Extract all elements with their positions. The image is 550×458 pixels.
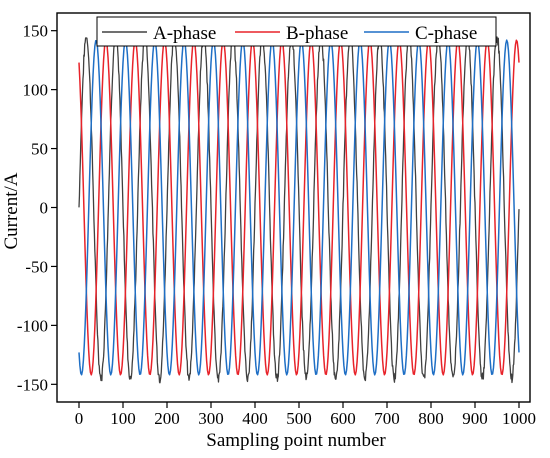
- x-tick-label: 300: [198, 409, 224, 428]
- series-line-a-phase: [78, 31, 520, 384]
- series-line-b-phase: [78, 39, 520, 376]
- legend-label-c-phase: C-phase: [415, 23, 477, 44]
- x-tick-label: 0: [75, 409, 84, 428]
- y-tick-label: -50: [25, 257, 48, 276]
- x-tick-label: 500: [286, 409, 312, 428]
- y-axis-title: Current/A: [1, 172, 22, 249]
- x-tick-label: 400: [242, 409, 268, 428]
- legend-label-a-phase: A-phase: [153, 23, 216, 44]
- x-tick-label: 900: [462, 409, 488, 428]
- x-tick-label: 700: [374, 409, 400, 428]
- y-tick-label: -150: [17, 375, 48, 394]
- x-tick-label: 600: [330, 409, 356, 428]
- legend-box: [96, 16, 497, 47]
- x-tick-label: 200: [154, 409, 180, 428]
- y-tick-label: 0: [40, 199, 49, 218]
- series-line-c-phase: [78, 39, 520, 376]
- y-tick-label: -100: [17, 316, 48, 335]
- y-tick-label: 100: [23, 81, 49, 100]
- y-tick-label: 150: [23, 22, 49, 41]
- series-layer: [78, 31, 520, 384]
- axis-layer: 0 100 200 300 400 500 600 700 800 900 1000-150-100…: [17, 22, 536, 428]
- x-axis-title: Sampling point number: [206, 430, 386, 451]
- y-tick-label: 50: [31, 140, 48, 159]
- legend: A-phase B-phase C-phase: [96, 16, 497, 47]
- x-tick-label: 100: [110, 409, 136, 428]
- x-tick-label: 1000: [502, 409, 536, 428]
- x-tick-label: 800: [418, 409, 444, 428]
- legend-label-b-phase: B-phase: [286, 23, 348, 44]
